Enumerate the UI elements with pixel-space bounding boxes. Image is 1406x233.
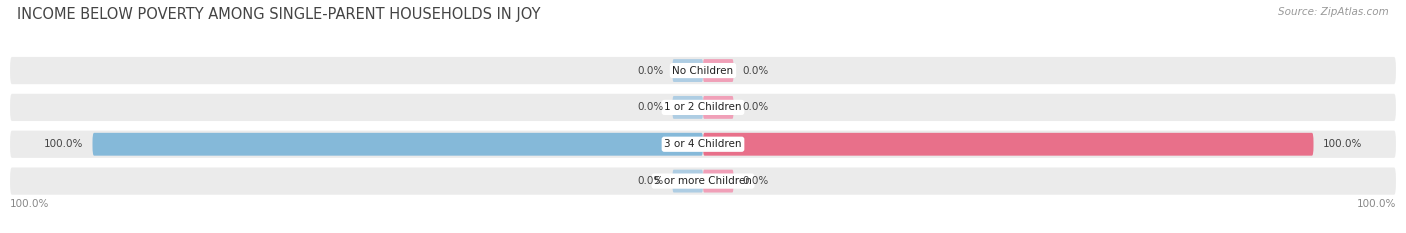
FancyBboxPatch shape bbox=[672, 96, 703, 119]
Text: 3 or 4 Children: 3 or 4 Children bbox=[664, 139, 742, 149]
FancyBboxPatch shape bbox=[10, 168, 1396, 195]
FancyBboxPatch shape bbox=[10, 94, 1396, 121]
Text: 0.0%: 0.0% bbox=[742, 65, 769, 75]
FancyBboxPatch shape bbox=[703, 59, 734, 82]
Text: INCOME BELOW POVERTY AMONG SINGLE-PARENT HOUSEHOLDS IN JOY: INCOME BELOW POVERTY AMONG SINGLE-PARENT… bbox=[17, 7, 540, 22]
FancyBboxPatch shape bbox=[703, 133, 1313, 156]
Text: 5 or more Children: 5 or more Children bbox=[654, 176, 752, 186]
Text: 0.0%: 0.0% bbox=[742, 176, 769, 186]
Text: 0.0%: 0.0% bbox=[637, 65, 664, 75]
FancyBboxPatch shape bbox=[703, 96, 734, 119]
Text: 0.0%: 0.0% bbox=[637, 102, 664, 112]
FancyBboxPatch shape bbox=[93, 133, 703, 156]
Text: 0.0%: 0.0% bbox=[637, 176, 664, 186]
FancyBboxPatch shape bbox=[10, 131, 1396, 158]
FancyBboxPatch shape bbox=[703, 170, 734, 192]
FancyBboxPatch shape bbox=[672, 170, 703, 192]
Text: 100.0%: 100.0% bbox=[1357, 199, 1396, 209]
FancyBboxPatch shape bbox=[672, 59, 703, 82]
Text: 1 or 2 Children: 1 or 2 Children bbox=[664, 102, 742, 112]
Text: Source: ZipAtlas.com: Source: ZipAtlas.com bbox=[1278, 7, 1389, 17]
Text: 0.0%: 0.0% bbox=[742, 102, 769, 112]
FancyBboxPatch shape bbox=[10, 57, 1396, 84]
Text: 100.0%: 100.0% bbox=[1323, 139, 1362, 149]
Text: 100.0%: 100.0% bbox=[44, 139, 83, 149]
Text: No Children: No Children bbox=[672, 65, 734, 75]
Text: 100.0%: 100.0% bbox=[10, 199, 49, 209]
